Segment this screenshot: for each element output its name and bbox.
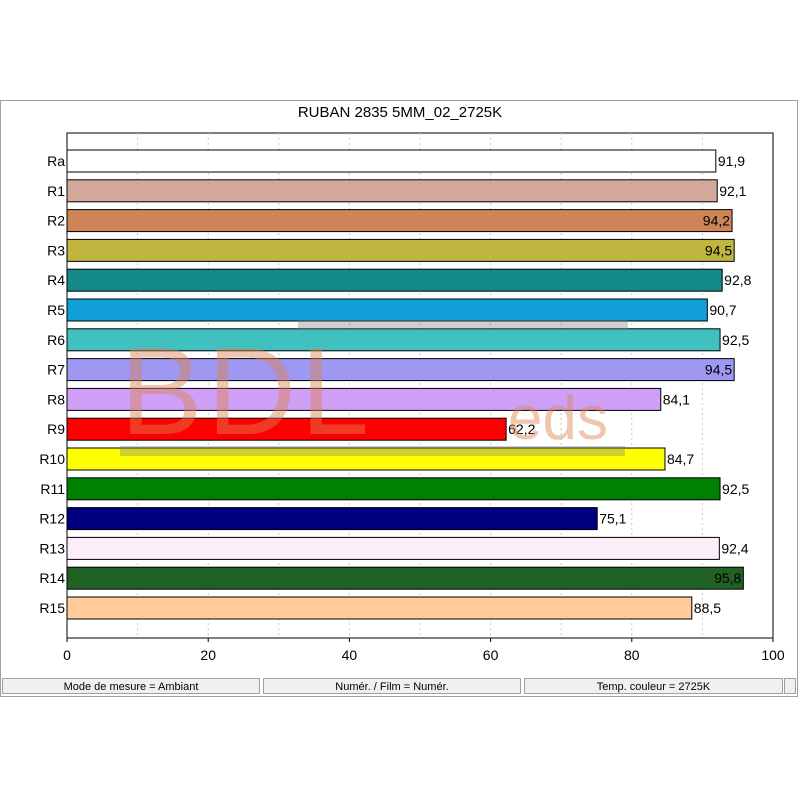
value-label-r1: 92,1	[719, 183, 746, 199]
value-label-r3: 94,5	[705, 242, 732, 258]
category-label-r5: R5	[47, 302, 65, 318]
value-label-r12: 75,1	[599, 511, 626, 527]
bar-r14	[66, 566, 744, 590]
category-label-r10: R10	[39, 451, 65, 467]
value-label-r6: 92,5	[722, 332, 749, 348]
value-label-r10: 84,7	[667, 451, 694, 467]
x-tick-label: 40	[342, 647, 358, 663]
category-label-r12: R12	[39, 511, 65, 527]
x-tick-label: 100	[761, 647, 785, 663]
category-label-r1: R1	[47, 183, 65, 199]
value-label-r2: 94,2	[703, 213, 730, 229]
value-labels: 91,9 92,1 94,2 94,5 92,8 90,7 92,5 94,5 84,1 62,2…	[508, 153, 751, 616]
status-numeric-film: Numér. / Film = Numér.	[263, 678, 521, 694]
bars	[66, 149, 744, 620]
value-label-r11: 92,5	[722, 481, 749, 497]
bar-r4	[66, 268, 723, 292]
bar-r8	[66, 387, 662, 411]
bar-r2	[66, 209, 733, 233]
value-label-r8: 84,1	[663, 391, 690, 407]
value-label-ra: 91,9	[718, 153, 745, 169]
category-labels: Ra R1 R2 R3 R4 R5 R6 R7 R8 R9 R10 R11 R12 R13 R14 R15	[39, 153, 65, 616]
category-label-r2: R2	[47, 213, 65, 229]
category-label-r4: R4	[47, 272, 65, 288]
category-label-r9: R9	[47, 421, 65, 437]
category-label-r6: R6	[47, 332, 65, 348]
status-color-temp: Temp. couleur = 2725K	[524, 678, 783, 694]
category-label-r11: R11	[40, 481, 65, 497]
value-label-r9: 62,2	[508, 421, 535, 437]
bar-r3	[66, 238, 735, 262]
bar-r13	[66, 536, 720, 560]
category-label-r7: R7	[47, 362, 65, 378]
category-label-r13: R13	[39, 540, 65, 556]
bar-r7	[66, 358, 735, 382]
bar-ra	[66, 149, 717, 173]
bar-r5	[66, 298, 708, 322]
value-label-r7: 94,5	[705, 362, 732, 378]
x-axis-ticks: 0 20 40 60 80 100	[63, 638, 785, 663]
x-tick-label: 80	[624, 647, 640, 663]
value-label-r4: 92,8	[724, 272, 751, 288]
category-label-r8: R8	[47, 391, 65, 407]
x-tick-label: 20	[200, 647, 216, 663]
resize-grip-icon[interactable]	[784, 678, 796, 694]
x-tick-label: 0	[63, 647, 71, 663]
value-label-r13: 92,4	[721, 540, 748, 556]
value-label-r5: 90,7	[709, 302, 736, 318]
status-bar: Mode de mesure = Ambiant Numér. / Film =…	[0, 678, 798, 696]
bar-r1	[66, 179, 718, 203]
bar-r12	[66, 507, 598, 531]
bar-r10	[66, 447, 666, 471]
value-label-r14: 95,8	[714, 570, 741, 586]
chart-title: RUBAN 2835 5MM_02_2725K	[297, 104, 503, 121]
category-label-ra: Ra	[47, 153, 65, 169]
category-label-r3: R3	[47, 242, 65, 258]
category-label-r14: R14	[39, 570, 65, 586]
bar-r15	[66, 596, 693, 620]
status-measure-mode: Mode de mesure = Ambiant	[2, 678, 260, 694]
bar-r11	[66, 477, 721, 501]
bar-r9	[66, 417, 507, 441]
value-label-r15: 88,5	[694, 600, 721, 616]
category-label-r15: R15	[39, 600, 65, 616]
bar-r6	[66, 328, 721, 352]
x-tick-label: 60	[483, 647, 499, 663]
